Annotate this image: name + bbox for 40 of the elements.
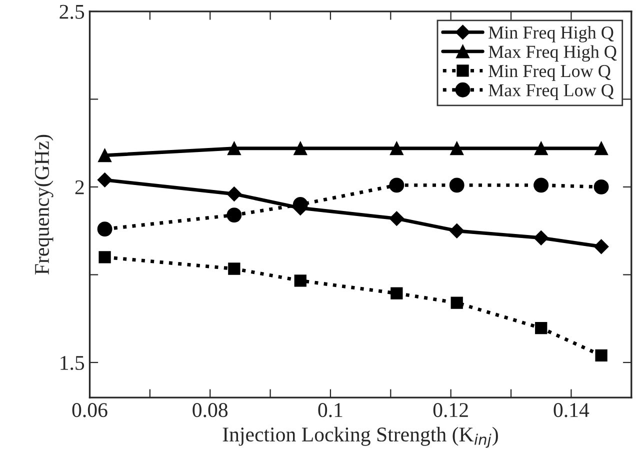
point <box>228 262 240 275</box>
x-tick-label: 0.06 <box>72 403 108 418</box>
y-tick-label: 1.5 <box>60 356 84 370</box>
point <box>534 230 549 246</box>
y-axis-title: Frequency(GHz) <box>34 134 54 274</box>
point <box>390 142 404 156</box>
x-axis-title: Injection Locking Strength (K$_{inj}$) <box>222 426 498 448</box>
legend-label: Min Freq High Q <box>488 26 614 42</box>
point <box>294 274 306 287</box>
point <box>534 178 549 193</box>
point <box>594 179 609 194</box>
point <box>98 251 111 264</box>
y-tick-label: 2.5 <box>60 4 84 19</box>
point <box>390 287 403 300</box>
point <box>97 172 112 188</box>
point <box>294 142 308 156</box>
point <box>389 211 404 226</box>
legend-label: Min Freq Low Q <box>488 65 611 81</box>
y-tick-label: 2 <box>75 180 84 194</box>
point <box>450 296 463 309</box>
legend-label: Max Freq High Q <box>488 45 617 62</box>
point <box>389 178 404 193</box>
point <box>450 142 464 156</box>
point <box>226 208 242 223</box>
point <box>534 142 548 156</box>
point <box>594 239 609 254</box>
point <box>226 186 242 202</box>
x-tick-label: 0.12 <box>433 403 468 418</box>
x-tick-label: 0.08 <box>192 403 228 418</box>
x-tick-label: 0.1 <box>318 403 342 418</box>
point <box>98 148 112 162</box>
point <box>97 222 112 237</box>
point <box>227 142 241 156</box>
point <box>595 349 608 362</box>
x-tick-label: 0.14 <box>554 403 590 418</box>
point <box>594 142 608 156</box>
point <box>535 322 548 334</box>
point <box>449 178 464 193</box>
point <box>449 223 464 238</box>
legend-label: Max Freq Low Q <box>488 84 614 100</box>
